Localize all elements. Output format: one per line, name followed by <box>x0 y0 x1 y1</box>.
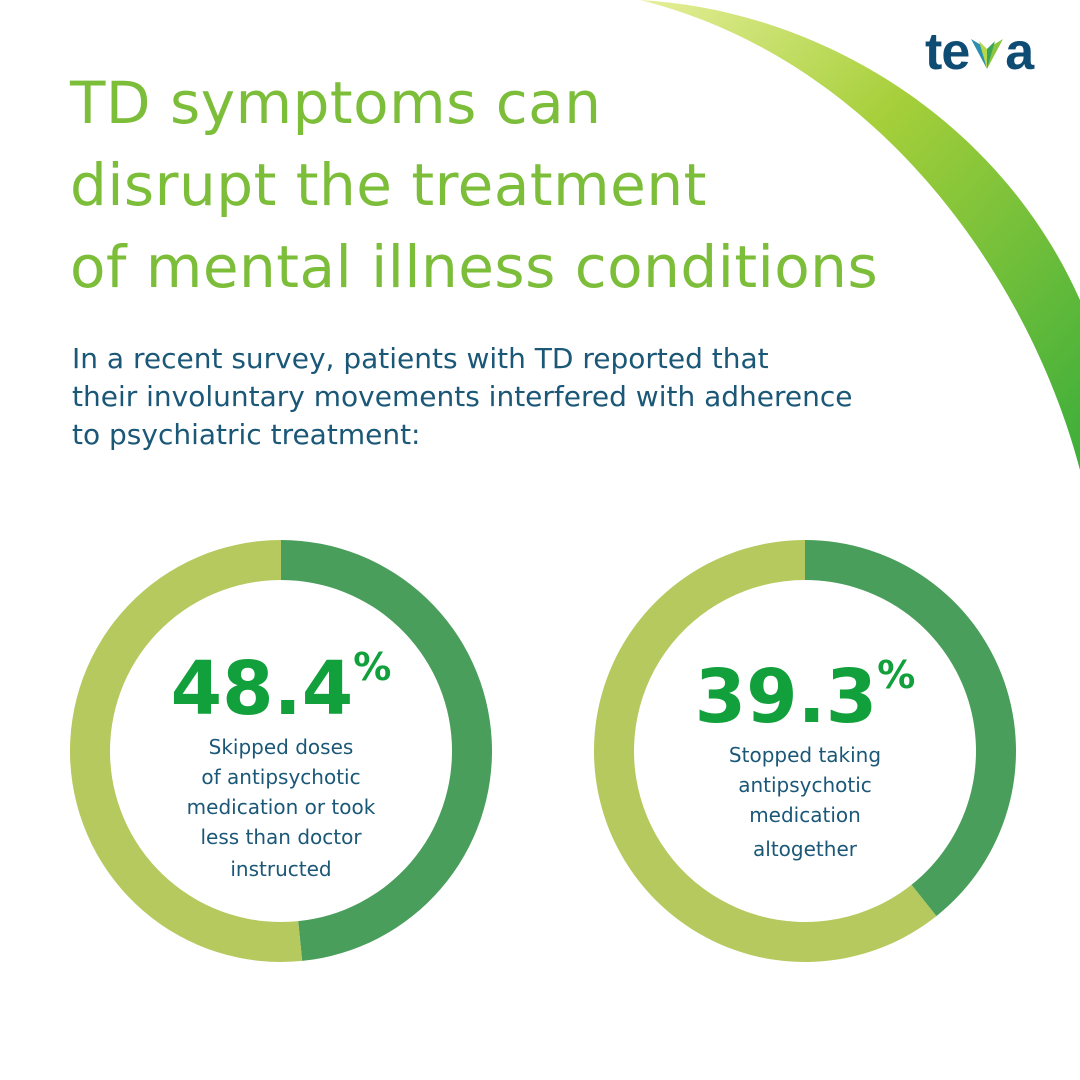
title-line: TD symptoms can <box>70 69 602 137</box>
description-line: instructed <box>230 857 332 881</box>
subtitle: In a recent survey, patients with TD rep… <box>72 340 853 454</box>
description-line: Skipped doses <box>208 735 354 759</box>
donut-chart-skipped-doses: 48.4% Skipped doses of antipsychotic med… <box>70 540 492 962</box>
value-number: 48.4 <box>170 646 354 732</box>
page-title: TD symptoms can disrupt the treatment of… <box>70 62 878 308</box>
title-line: disrupt the treatment <box>70 151 707 219</box>
value-label: 48.4% <box>70 648 492 726</box>
description-line: altogether <box>753 837 857 861</box>
donut-description: Stopped taking antipsychotic medication … <box>594 740 1016 864</box>
donut-slice-rest <box>594 540 937 962</box>
donut-svg <box>70 540 492 962</box>
subtitle-line: their involuntary movements interfered w… <box>72 380 853 413</box>
donut-svg <box>594 540 1016 962</box>
value-number: 39.3 <box>694 654 878 740</box>
donut-description: Skipped doses of antipsychotic medicatio… <box>70 732 492 884</box>
description-line: antipsychotic <box>738 773 872 797</box>
description-line: of antipsychotic <box>201 765 361 789</box>
teva-logo: te a <box>925 23 1034 81</box>
donut-chart-stopped-taking: 39.3% Stopped taking antipsychotic medic… <box>594 540 1016 962</box>
donut-slice-highlight <box>805 540 1016 917</box>
description-line: medication <box>749 803 861 827</box>
subtitle-line: In a recent survey, patients with TD rep… <box>72 342 769 375</box>
description-line: less than doctor <box>200 825 362 849</box>
donut-slice-rest <box>70 540 303 962</box>
subtitle-line: to psychiatric treatment: <box>72 418 421 451</box>
leaf-v-icon <box>971 39 1004 69</box>
description-line: medication or took <box>186 795 376 819</box>
value-unit: % <box>353 645 392 689</box>
donut-slice-highlight <box>281 540 492 961</box>
description-line: Stopped taking <box>728 743 882 767</box>
title-line: of mental illness conditions <box>70 233 879 301</box>
value-unit: % <box>877 653 916 697</box>
value-label: 39.3% <box>594 656 1016 734</box>
